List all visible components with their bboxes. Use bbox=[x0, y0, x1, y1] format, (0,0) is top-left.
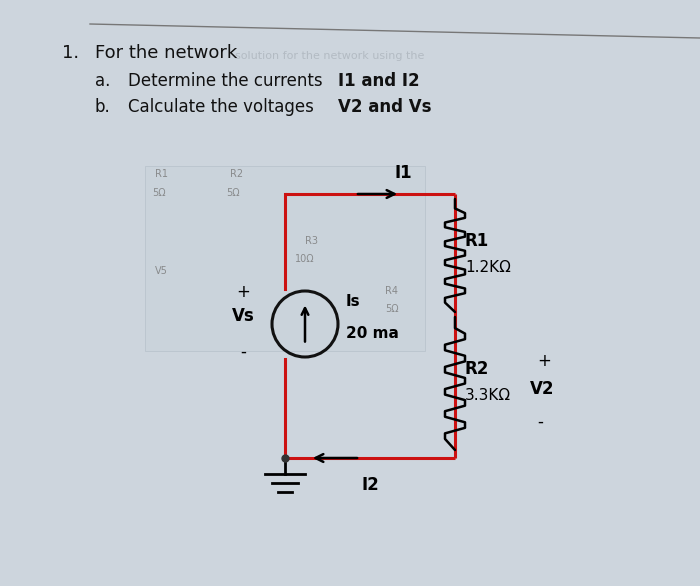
Text: Determine the currents: Determine the currents bbox=[128, 72, 328, 90]
Text: -: - bbox=[537, 413, 543, 431]
Text: I2: I2 bbox=[361, 476, 379, 494]
Text: Vs: Vs bbox=[232, 307, 254, 325]
Text: -: - bbox=[240, 343, 246, 361]
Text: R4: R4 bbox=[385, 286, 398, 296]
Text: Is: Is bbox=[346, 294, 360, 309]
Text: +: + bbox=[537, 353, 551, 370]
Text: R1: R1 bbox=[155, 169, 168, 179]
Text: V2 and Vs: V2 and Vs bbox=[338, 98, 431, 116]
Text: Calculate the voltages: Calculate the voltages bbox=[128, 98, 319, 116]
Text: R1: R1 bbox=[465, 231, 489, 250]
Text: 5Ω: 5Ω bbox=[152, 188, 166, 198]
Text: +: + bbox=[236, 283, 250, 301]
FancyBboxPatch shape bbox=[145, 166, 425, 351]
Text: 1.: 1. bbox=[62, 44, 79, 62]
Text: I1 and I2: I1 and I2 bbox=[338, 72, 419, 90]
Text: a.: a. bbox=[95, 72, 111, 90]
Text: 1.2KΩ: 1.2KΩ bbox=[465, 260, 511, 275]
Text: V5: V5 bbox=[155, 266, 168, 276]
Text: 5Ω: 5Ω bbox=[385, 304, 398, 314]
Text: b.: b. bbox=[95, 98, 111, 116]
Text: R2: R2 bbox=[230, 169, 243, 179]
Text: R3: R3 bbox=[305, 236, 318, 246]
Text: 20 ma: 20 ma bbox=[346, 326, 399, 341]
Text: 10Ω: 10Ω bbox=[295, 254, 314, 264]
Text: solution for the network using the: solution for the network using the bbox=[235, 51, 424, 61]
Text: I1: I1 bbox=[394, 164, 412, 182]
Text: V2: V2 bbox=[530, 380, 554, 397]
Text: 5Ω: 5Ω bbox=[226, 188, 239, 198]
Text: For the network: For the network bbox=[95, 44, 237, 62]
Text: R2: R2 bbox=[465, 359, 489, 377]
Text: 3.3KΩ: 3.3KΩ bbox=[465, 388, 511, 403]
